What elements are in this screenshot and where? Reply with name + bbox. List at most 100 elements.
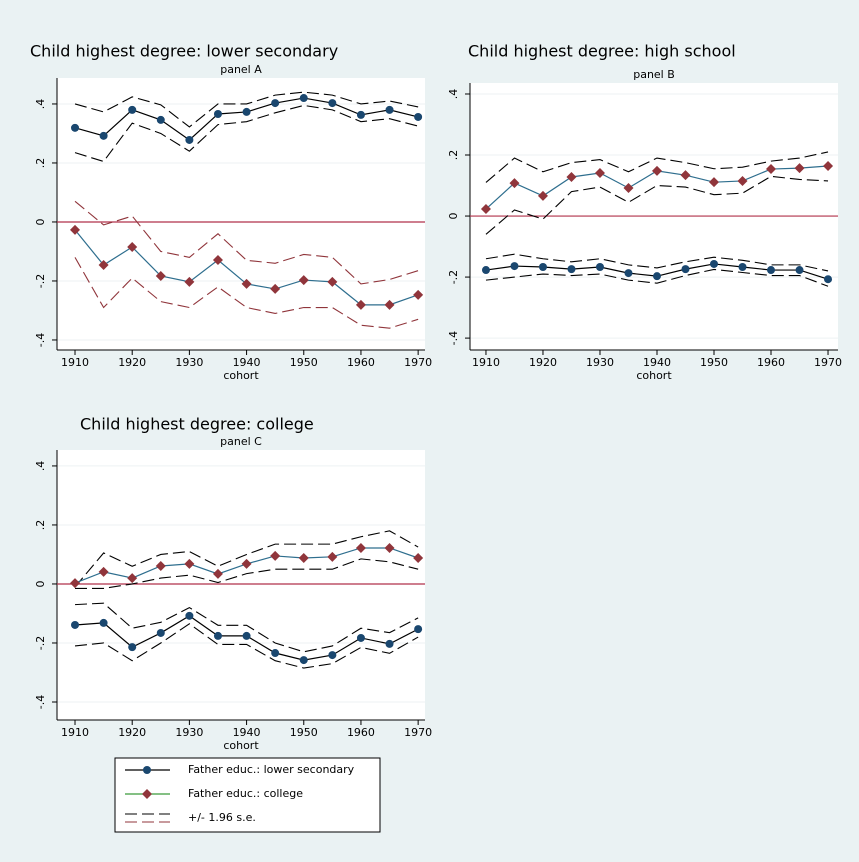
x-tick-label: 1960 [347, 726, 375, 739]
marker [98, 260, 109, 271]
x-tick-label: 1970 [404, 356, 432, 369]
marker [356, 110, 365, 119]
ci-line [74, 91, 419, 128]
marker [594, 168, 605, 179]
x-tick-label: 1920 [529, 356, 557, 369]
marker [537, 190, 548, 201]
marker [595, 263, 604, 272]
marker [795, 266, 804, 275]
marker [185, 611, 194, 620]
x-tick-label: 1920 [118, 726, 146, 739]
y-tick-label: 0 [34, 580, 47, 587]
marker [128, 643, 137, 652]
marker [567, 265, 576, 274]
x-tick-label: 1960 [347, 356, 375, 369]
marker [213, 631, 222, 640]
marker [823, 160, 834, 171]
x-tick-label: 1940 [233, 356, 261, 369]
legend-label: Father educ.: college [188, 787, 303, 800]
y-tick-label: -.2 [34, 636, 47, 650]
y-tick-label: -.4 [447, 331, 460, 345]
marker [737, 175, 748, 186]
marker [623, 182, 634, 193]
x-tick-label: 1970 [404, 726, 432, 739]
ci-line [485, 253, 829, 272]
marker [384, 299, 395, 310]
x-axis-label: cohort [636, 369, 672, 382]
ci-line [74, 530, 419, 588]
marker [155, 270, 166, 281]
y-tick-label: 0 [447, 213, 460, 220]
marker [709, 177, 720, 188]
marker [271, 99, 280, 108]
marker [299, 94, 308, 103]
marker [156, 115, 165, 124]
marker [481, 266, 490, 275]
x-tick-label: 1940 [643, 356, 671, 369]
x-tick-label: 1930 [175, 356, 203, 369]
panel-subtitle: panel A [220, 63, 262, 76]
marker [414, 625, 423, 634]
marker [213, 109, 222, 118]
marker [212, 255, 223, 266]
x-tick-label: 1950 [290, 726, 318, 739]
y-tick-label: .4 [34, 99, 47, 110]
marker [299, 656, 308, 665]
y-tick-label: .4 [447, 89, 460, 100]
marker [71, 123, 80, 132]
marker [510, 262, 519, 271]
marker [128, 105, 137, 114]
marker [824, 275, 833, 284]
marker [99, 618, 108, 627]
y-tick-label: .2 [447, 150, 460, 161]
marker [385, 105, 394, 114]
marker [355, 299, 366, 310]
ci-line [75, 558, 419, 589]
panel-title: Child highest degree: high school [468, 42, 736, 61]
marker [355, 542, 366, 553]
x-tick-label: 1930 [586, 356, 614, 369]
marker [156, 628, 165, 637]
marker [509, 178, 520, 189]
x-axis-label: cohort [223, 739, 259, 752]
marker [538, 263, 547, 272]
y-tick-label: .2 [34, 158, 47, 169]
legend-label: Father educ.: lower secondary [188, 763, 355, 776]
marker [298, 275, 309, 286]
x-tick-label: 1970 [814, 356, 842, 369]
marker [99, 131, 108, 140]
x-tick-label: 1940 [233, 726, 261, 739]
marker [241, 558, 252, 569]
marker [413, 553, 424, 563]
marker [328, 651, 337, 660]
y-tick-label: -.4 [34, 695, 47, 709]
panel-subtitle: panel B [633, 68, 675, 81]
marker [271, 649, 280, 658]
y-tick-label: -.2 [447, 270, 460, 284]
marker [327, 276, 338, 287]
marker [767, 266, 776, 275]
marker [241, 278, 252, 289]
marker [414, 112, 423, 121]
marker [242, 631, 251, 640]
marker [142, 789, 152, 799]
marker [680, 170, 691, 181]
marker [185, 135, 194, 144]
marker [566, 171, 577, 182]
marker [356, 633, 365, 642]
marker [127, 573, 138, 584]
marker [624, 269, 633, 278]
ci-line [74, 104, 419, 163]
marker [766, 164, 777, 175]
marker [328, 99, 337, 108]
marker [794, 163, 805, 174]
x-tick-label: 1910 [61, 356, 89, 369]
ci-line [485, 151, 829, 183]
marker [184, 276, 195, 287]
marker [71, 620, 80, 629]
marker [710, 259, 719, 268]
marker [652, 272, 661, 281]
marker [385, 639, 394, 648]
panel-title: Child highest degree: lower secondary [30, 42, 338, 61]
